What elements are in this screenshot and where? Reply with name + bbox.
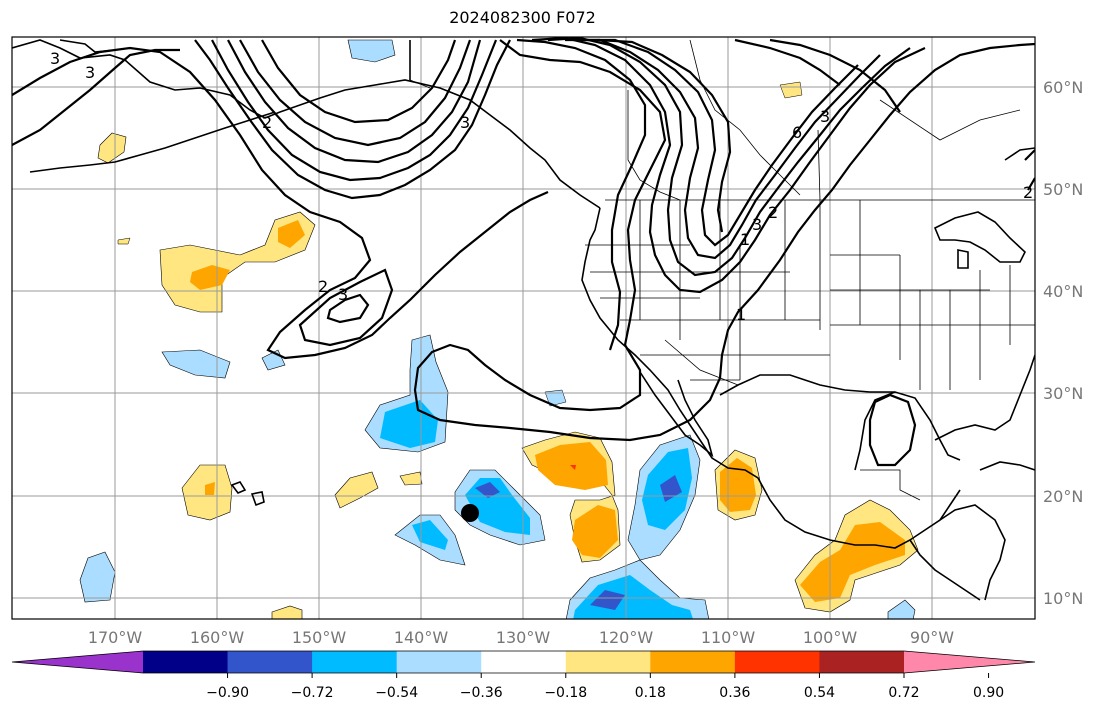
anomaly-fill-negative	[544, 389, 567, 407]
contour-label: 3	[338, 285, 348, 304]
colorbar-tick-label: 0.90	[973, 685, 1004, 701]
anomaly-fill-positive	[205, 482, 215, 495]
contour-label: 1	[736, 305, 746, 324]
lon-label: 120°W	[599, 628, 654, 647]
colorbar-tick-label: 0.54	[804, 685, 835, 701]
lat-label: 10°N	[1043, 589, 1083, 608]
contour-label: 6	[792, 123, 802, 142]
lon-label: 130°W	[496, 628, 551, 647]
contour-label: 1	[740, 230, 750, 249]
anomaly-fill-negative	[347, 39, 396, 63]
colorbar-tick-label: −0.90	[206, 685, 249, 701]
lat-label: 20°N	[1043, 487, 1083, 506]
lat-label: 30°N	[1043, 384, 1083, 403]
anomaly-fill-positive	[190, 265, 230, 290]
colorbar-segment	[819, 651, 905, 673]
lon-label: 150°W	[292, 628, 347, 647]
anomaly-fill-negative	[573, 575, 693, 619]
colorbar-segment	[565, 651, 651, 673]
lon-label: 110°W	[701, 628, 756, 647]
anomaly-fill-negative	[161, 349, 231, 379]
contour-label: 3	[460, 113, 470, 132]
contour-labels: 3 3 2 3 2 3 6 3 1 2 3 1 2	[50, 49, 1033, 324]
colorbar-tick-label: 0.36	[719, 685, 750, 701]
coastlines	[12, 39, 1035, 601]
anomaly-fill-positive	[399, 471, 423, 486]
map-title: 2024082300 F072	[449, 8, 596, 27]
latitude-labels: 60°N 50°N 40°N 30°N 20°N 10°N	[1043, 78, 1083, 608]
colorbar-tick-label: −0.72	[291, 685, 334, 701]
map-frame	[11, 36, 1036, 620]
colorbar-segment	[650, 651, 736, 673]
lat-label: 50°N	[1043, 180, 1083, 199]
height-contours	[12, 37, 1035, 467]
longitude-labels: 170°W 160°W 150°W 140°W 130°W 120°W 110°…	[88, 628, 954, 647]
colorbar-extend-max	[904, 651, 1035, 673]
lon-label: 100°W	[803, 628, 858, 647]
contour-label: 3	[85, 63, 95, 82]
lon-label: 90°W	[910, 628, 954, 647]
anomaly-fill-negative	[475, 482, 500, 498]
anomaly-fill-positive	[570, 465, 576, 470]
anomaly-fill-negative	[887, 599, 916, 619]
colorbar-extend-min	[12, 651, 143, 673]
lat-label: 60°N	[1043, 78, 1083, 97]
storm-center-marker	[461, 504, 479, 522]
colorbar-outline	[11, 650, 1036, 674]
contour-label: 3	[752, 215, 762, 234]
colorbar-segment	[734, 651, 820, 673]
colorbar-tick-label: −0.18	[544, 685, 587, 701]
contour-label: 3	[820, 107, 830, 126]
anomaly-fill-positive	[278, 220, 305, 248]
anomaly-fill-positive	[572, 505, 618, 558]
anomaly-fill-positive	[97, 132, 127, 164]
lon-label: 160°W	[190, 628, 245, 647]
political-borders	[409, 39, 1035, 501]
colorbar-segment	[396, 651, 482, 673]
anomaly-fill-positive	[779, 81, 803, 99]
contour-label: 3	[50, 49, 60, 68]
anomaly-fill-positive	[334, 471, 379, 509]
colorbar-tick-label: 0.18	[635, 685, 666, 701]
colorbar-segment	[312, 651, 398, 673]
colorbar-tick-label: −0.54	[375, 685, 418, 701]
colorbar-segment	[143, 651, 229, 673]
colorbar-tick-label: 0.72	[888, 685, 919, 701]
colorbar-segment	[481, 651, 567, 673]
anomaly-fill-positive	[800, 522, 905, 602]
anomaly-fill-positive	[117, 237, 131, 245]
contour-label: 2	[1023, 183, 1033, 202]
map-plot-area: 3 3 2 3 2 3 6 3 1 2 3 1 2	[12, 37, 1035, 619]
colorbar-segment	[227, 651, 313, 673]
anomaly-fill-positive	[271, 605, 303, 619]
colorbar: −0.90 −0.72 −0.54 −0.36 −0.18 0.18 0.36 0.54 0.7…	[11, 650, 1036, 701]
anomaly-fill-negative	[660, 475, 682, 502]
colorbar-tick-label: −0.36	[460, 685, 503, 701]
contour-label: 2	[318, 277, 328, 296]
lat-label: 40°N	[1043, 282, 1083, 301]
contour-label: 2	[262, 113, 272, 132]
contour-label: 2	[768, 203, 778, 222]
anomaly-fill-negative	[590, 590, 625, 610]
lon-label: 140°W	[394, 628, 449, 647]
lon-label: 170°W	[88, 628, 143, 647]
